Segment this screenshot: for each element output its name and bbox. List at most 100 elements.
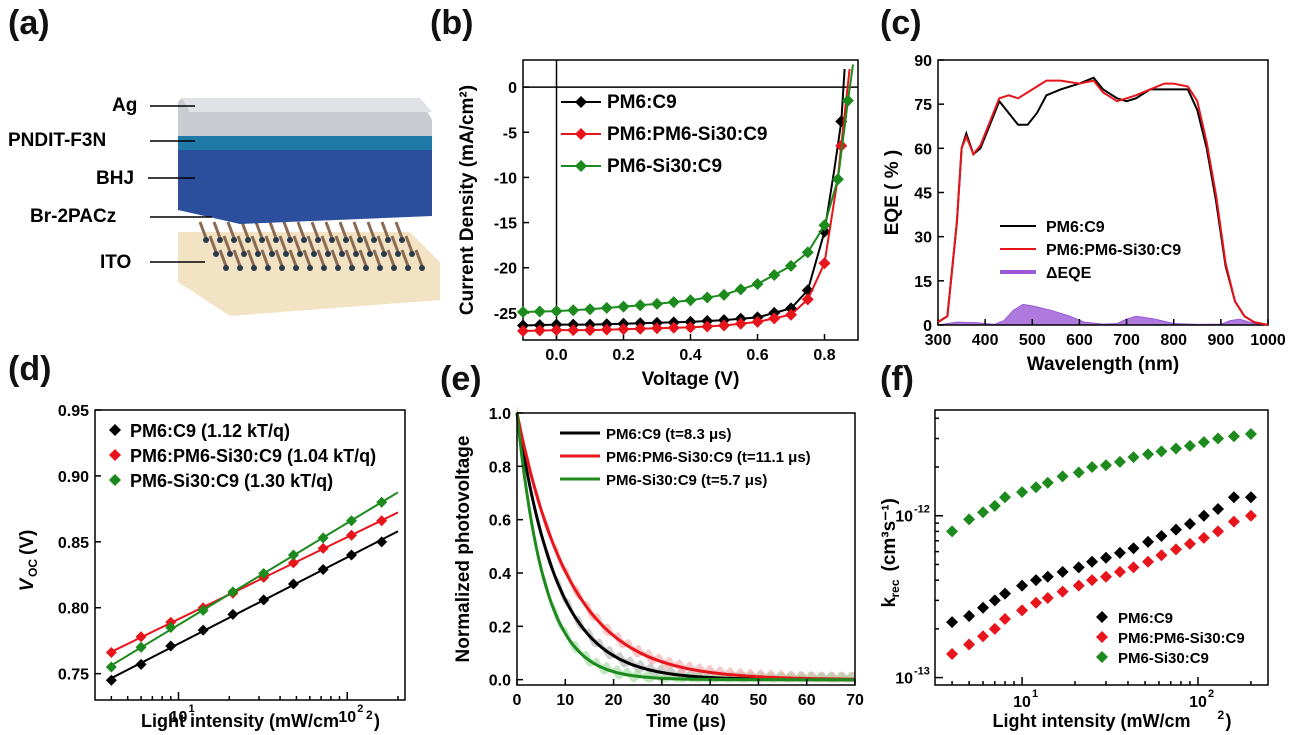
legend-label: PM6:PM6-Si30:C9 (t=11.1 μs) (606, 449, 811, 466)
data-point (258, 594, 270, 606)
molecule-bond (302, 249, 312, 267)
delta-eqe-area (937, 303, 1269, 326)
data-point (165, 640, 177, 652)
data-point (1041, 570, 1054, 583)
molecule-bond (222, 235, 232, 253)
data-point (801, 293, 814, 306)
x-tick-label: 0.6 (746, 347, 768, 364)
x-tick-exponent: 1 (1032, 688, 1038, 700)
molecule-bond (240, 221, 250, 239)
data-point (785, 259, 797, 272)
molecule-bond (246, 249, 256, 267)
legend-label: PM6:PM6-Si30:C9 (1046, 242, 1181, 259)
molecule-atom (279, 265, 285, 271)
legend-label: PM6:C9 (1046, 219, 1105, 236)
data-point (227, 586, 239, 598)
x-axis-title-end: ) (1226, 711, 1232, 731)
data-point (977, 601, 990, 614)
molecule-bond (372, 249, 382, 267)
data-point (701, 291, 714, 304)
layer-label-ito: ITO (100, 252, 131, 273)
molecule-bond (278, 235, 288, 253)
plot-frame (934, 409, 1269, 686)
x-tick-exponent: 2 (357, 703, 363, 715)
data-point (1244, 509, 1257, 522)
data-point (1212, 432, 1225, 445)
data-point (651, 322, 663, 335)
legend-marker (1096, 631, 1108, 643)
legend-label: PM6:C9 (607, 92, 677, 113)
x-tick-label: 50 (750, 692, 768, 709)
molecule-atom (405, 265, 411, 271)
molecule-atom (419, 265, 425, 271)
molecule-atom (231, 237, 237, 243)
molecule-bond (414, 249, 424, 267)
molecule-bond (344, 249, 354, 267)
x-axis-title: Wavelength (nm) (1027, 354, 1179, 375)
plot-frame (516, 412, 856, 686)
molecule-bond (320, 235, 330, 253)
molecule-bond (400, 249, 410, 267)
y-tick-label: 15 (914, 274, 932, 291)
data-point (287, 578, 299, 590)
y-axis-title-sub: OC (26, 559, 40, 577)
data-point (768, 268, 781, 281)
y-tick-label: -5 (503, 125, 517, 142)
molecule-atom (273, 237, 279, 243)
legend-marker (109, 449, 121, 461)
x-tick-label: 300 (925, 332, 952, 349)
data-point (634, 299, 647, 312)
molecule-atom (255, 251, 261, 257)
molecule-atom (349, 265, 355, 271)
molecule-atom (287, 237, 293, 243)
y-tick-label: 0.75 (58, 667, 89, 684)
molecule-bond (260, 249, 270, 267)
layer-label-ag: Ag (112, 95, 137, 116)
data-point (963, 610, 976, 623)
legend-label: PM6-Si30:C9 (1118, 650, 1209, 667)
molecule-atom (307, 265, 313, 271)
y-tick-label: -20 (494, 261, 517, 278)
data-point (1212, 525, 1225, 538)
data-point (345, 515, 357, 527)
y-tick-label: 0 (923, 318, 932, 335)
legend-marker (1096, 651, 1108, 663)
data-point (376, 496, 388, 508)
molecule-bond (348, 235, 358, 253)
data-point (135, 631, 147, 643)
data-point (1113, 565, 1126, 578)
x-axis-title-end: ) (374, 711, 380, 731)
data-point (1197, 509, 1210, 522)
data-point (1029, 481, 1042, 494)
legend-label: PM6:C9 (1118, 610, 1173, 627)
legend-marker (109, 474, 121, 486)
molecule-bond (404, 235, 414, 253)
y-tick-label: 0.0 (489, 673, 511, 690)
molecule-atom (227, 251, 233, 257)
panel-label-e: (e) (440, 360, 482, 398)
ag-top (182, 98, 432, 112)
x-tick-label: 60 (798, 692, 816, 709)
data-point (801, 246, 814, 259)
data-point (105, 661, 117, 673)
y-axis-title: EQE ( % ) (882, 150, 903, 236)
molecule-bond (274, 249, 284, 267)
data-point (197, 604, 209, 616)
data-point (1127, 451, 1140, 464)
data-point (1016, 579, 1029, 592)
data-point (1227, 430, 1240, 443)
data-point (988, 499, 1001, 512)
x-tick-label: 40 (701, 692, 719, 709)
data-point (1155, 529, 1168, 542)
layer-label-bhj: BHJ (96, 168, 134, 189)
molecule-atom (293, 265, 299, 271)
legend-marker (575, 128, 587, 140)
data-point (1099, 459, 1112, 472)
molecule-bond (250, 235, 260, 253)
y-axis-title-unit: (V) (17, 530, 38, 555)
molecule-atom (325, 251, 331, 257)
data-point (1072, 561, 1085, 574)
data-point (317, 564, 329, 575)
molecule-bond (386, 249, 396, 267)
